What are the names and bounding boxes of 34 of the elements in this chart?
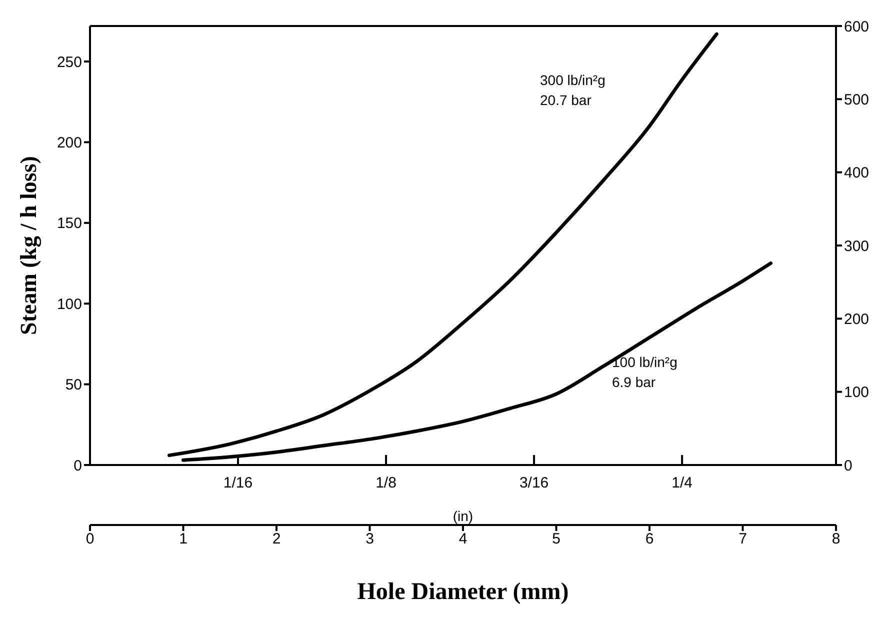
y2-tick-label: 600 xyxy=(844,18,870,36)
x-axis-title: Hole Diameter (mm) xyxy=(357,579,569,605)
x-tick-label: 7 xyxy=(738,530,747,548)
annotation: 6.9 bar xyxy=(612,373,656,391)
y2-tick-label: 300 xyxy=(844,238,870,255)
x-tick-label: 4 xyxy=(458,530,468,548)
y2-tick-label: 100 xyxy=(844,384,870,402)
y-tick-label: 250 xyxy=(56,54,82,71)
x-tick-label: 5 xyxy=(552,530,560,548)
x-tick-label: 0 xyxy=(86,530,94,548)
x2-tick-label: 1/8 xyxy=(376,474,396,492)
line-series xyxy=(182,262,772,462)
x-tick-label: 3 xyxy=(366,530,374,548)
annotation: 20.7 bar xyxy=(540,91,592,109)
y2-tick-label: 500 xyxy=(844,91,870,108)
y-tick-label: 200 xyxy=(56,134,82,152)
y2-tick-label: 200 xyxy=(844,310,870,328)
y-tick-label: 0 xyxy=(74,457,82,474)
x-tick-label: 6 xyxy=(645,530,654,548)
x2-tick-label: 1/4 xyxy=(672,474,692,492)
x2-tick-label: 3/16 xyxy=(519,474,549,492)
y2-tick-label: 0 xyxy=(844,457,852,474)
x2-tick-label: 1/16 xyxy=(223,474,253,492)
y2-tick-label: 400 xyxy=(844,164,870,182)
y-tick-label: 50 xyxy=(65,376,82,394)
line-series xyxy=(168,32,718,458)
annotation: 300 lb/in²g xyxy=(540,71,606,89)
y-tick-label: 150 xyxy=(56,215,82,232)
x2-axis-title: (in) xyxy=(452,508,474,524)
x-tick-label: 8 xyxy=(832,530,840,548)
x-tick-label: 1 xyxy=(179,530,188,548)
y-tick-label: 100 xyxy=(56,296,82,313)
x-tick-label: 2 xyxy=(272,530,281,548)
y-axis-title: Steam (kg / h loss) xyxy=(16,156,42,335)
